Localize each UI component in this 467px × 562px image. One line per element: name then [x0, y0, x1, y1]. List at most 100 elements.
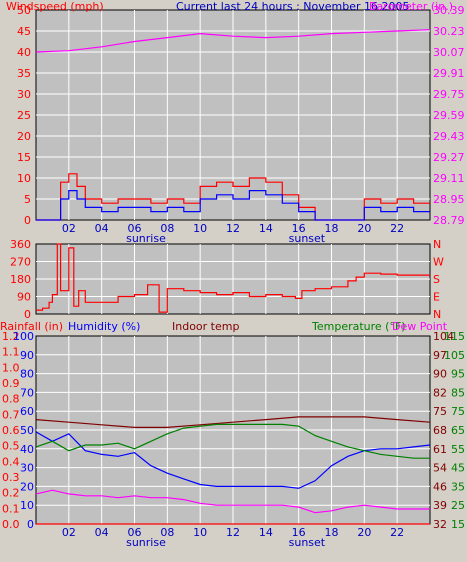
temperature-axis-tick: 105 — [444, 349, 465, 362]
wind-axis-tick: 40 — [17, 46, 31, 59]
rainfall-axis-tick: 0.5 — [2, 440, 20, 453]
temperature-axis-tick: 115 — [444, 330, 465, 343]
x-tick-label: 10 — [193, 222, 207, 235]
x-tick-label: 12 — [226, 222, 240, 235]
x-tick-label: 04 — [95, 222, 109, 235]
wind-axis-tick: 45 — [17, 25, 31, 38]
x-tick-label: 06 — [128, 526, 142, 539]
rainfall-axis-tick: 0.7 — [2, 408, 20, 421]
x-tick-label: 04 — [95, 526, 109, 539]
compass-axis-tick: S — [433, 273, 440, 286]
x-tick-label: 08 — [160, 526, 174, 539]
temperature-axis-tick: 85 — [451, 386, 465, 399]
direction-axis-tick: 90 — [17, 291, 31, 304]
rainfall-axis-tick: 1.0 — [2, 361, 20, 374]
sunset-label: sunset — [289, 536, 326, 549]
barometer-axis-tick: 29.75 — [433, 88, 465, 101]
humidity-axis-tick: 0 — [27, 518, 34, 531]
windspeed-label: Windspeed (mph) — [6, 0, 104, 13]
rainfall-axis-tick: 0.0 — [2, 518, 20, 531]
x-tick-label: 22 — [390, 222, 404, 235]
x-tick-label: 02 — [62, 526, 76, 539]
x-tick-label: 20 — [357, 222, 371, 235]
barometer-axis-tick: 29.43 — [433, 130, 465, 143]
humidity-axis-tick: 50 — [20, 424, 34, 437]
indoor-axis-tick: 82 — [433, 386, 447, 399]
indoor-temp-series — [35, 416, 431, 428]
dewpoint-series — [35, 489, 430, 514]
barometer-axis-tick: 28.95 — [433, 193, 465, 206]
wind-axis-tick: 10 — [17, 172, 31, 185]
humidity-axis-tick: 80 — [20, 368, 34, 381]
rainfall-axis-tick: 1.1 — [2, 346, 20, 359]
wind-axis-tick: 50 — [17, 4, 31, 17]
dewpoint-label: Dew Point — [392, 320, 448, 333]
wind-axis-tick: 5 — [24, 193, 31, 206]
barometer-axis-tick: 29.27 — [433, 151, 465, 164]
x-tick-label: 12 — [226, 526, 240, 539]
rainfall-axis-tick: 0.1 — [2, 502, 20, 515]
x-tick-label: 16 — [292, 526, 306, 539]
indoor-axis-tick: 61 — [433, 443, 447, 456]
barometer-label: Barometer (in.) — [369, 0, 453, 13]
temperature-axis-tick: 75 — [451, 405, 465, 418]
indoor-axis-tick: 104 — [433, 330, 454, 343]
temperature-series — [35, 423, 430, 459]
sunrise-label: sunrise — [126, 232, 166, 245]
x-tick-label: 02 — [62, 222, 76, 235]
temperature-axis-tick: 15 — [451, 518, 465, 531]
barometer-axis-tick: 28.79 — [433, 214, 465, 227]
humidity-label: Humidity (%) — [68, 320, 140, 333]
temperature-axis-tick: 65 — [451, 424, 465, 437]
x-tick-label: 14 — [259, 526, 273, 539]
chart-title: Current last 24 hours : November 16 2005 — [176, 0, 409, 13]
x-tick-label: 20 — [357, 526, 371, 539]
humidity-axis-tick: 60 — [20, 405, 34, 418]
x-tick-label: 18 — [325, 526, 339, 539]
direction-series — [36, 243, 430, 313]
temperature-axis-tick: 25 — [451, 499, 465, 512]
humidity-axis-tick: 40 — [20, 443, 34, 456]
wind-axis-tick: 25 — [17, 109, 31, 122]
wind-axis-tick: 20 — [17, 130, 31, 143]
temperature-label: Temperature (°F) — [311, 320, 406, 333]
indoor-axis-tick: 46 — [433, 480, 447, 493]
rainfall-axis-tick: 0.4 — [2, 455, 20, 468]
indoor-axis-tick: 75 — [433, 405, 447, 418]
rainfall-label: Rainfall (in) — [0, 320, 63, 333]
humidity-axis-tick: 100 — [13, 330, 34, 343]
indoor-axis-tick: 97 — [433, 349, 447, 362]
rainfall-axis-tick: 0.6 — [2, 424, 20, 437]
rainfall-axis-tick: 0.2 — [2, 487, 20, 500]
wind-axis-tick: 15 — [17, 151, 31, 164]
x-tick-label: 16 — [292, 222, 306, 235]
x-tick-label: 18 — [325, 222, 339, 235]
humidity-axis-tick: 10 — [20, 499, 34, 512]
wind-axis-tick: 0 — [24, 214, 31, 227]
direction-axis-tick: 270 — [10, 256, 31, 269]
sunset-label: sunset — [289, 232, 326, 245]
x-tick-label: 22 — [390, 526, 404, 539]
barometer-axis-tick: 29.91 — [433, 67, 465, 80]
windspeed-series — [36, 190, 430, 221]
barometer-axis-tick: 29.11 — [433, 172, 465, 185]
compass-axis-tick: N — [433, 238, 441, 251]
direction-axis-tick: 0 — [24, 308, 31, 321]
compass-axis-tick: N — [433, 308, 441, 321]
temperature-axis-tick: 95 — [451, 368, 465, 381]
barometer-axis-tick: 30.07 — [433, 46, 465, 59]
humidity-axis-tick: 90 — [20, 349, 34, 362]
barometer-series — [35, 29, 431, 53]
rainfall-axis-tick: 0.9 — [2, 377, 20, 390]
indoor-axis-tick: 54 — [433, 462, 447, 475]
temperature-axis-tick: 55 — [451, 443, 465, 456]
compass-axis-tick: W — [433, 256, 444, 269]
humidity-axis-tick: 20 — [20, 480, 34, 493]
barometer-axis-tick: 29.59 — [433, 109, 465, 122]
direction-axis-tick: 360 — [10, 238, 31, 251]
direction-axis-tick: 180 — [10, 273, 31, 286]
barometer-axis-tick: 30.23 — [433, 25, 465, 38]
x-tick-label: 06 — [128, 222, 142, 235]
indoor-axis-tick: 68 — [433, 424, 447, 437]
wind-axis-tick: 35 — [17, 67, 31, 80]
